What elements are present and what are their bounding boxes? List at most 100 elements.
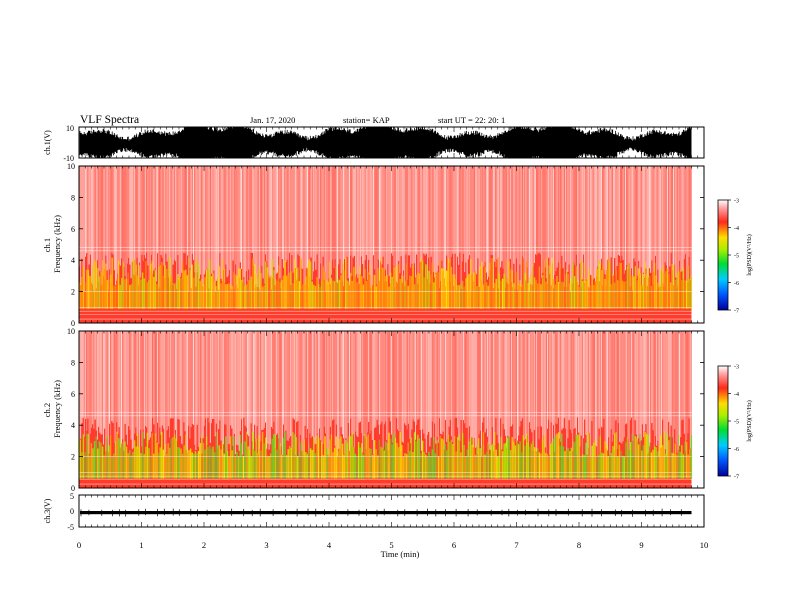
spectrogram-band-cell bbox=[322, 266, 325, 309]
spectrogram-band-cell bbox=[132, 452, 134, 479]
spectrogram-band-cell bbox=[650, 286, 653, 309]
spectrogram-band-cell bbox=[345, 439, 347, 479]
spectrogram-band-cell bbox=[209, 259, 211, 309]
spectrogram-band-cell bbox=[289, 446, 291, 479]
spectrogram-band-cell bbox=[572, 262, 574, 309]
spectrogram-band-cell bbox=[127, 453, 129, 479]
spectrogram-band-cell bbox=[412, 452, 414, 479]
spectrogram-band-cell bbox=[426, 456, 429, 479]
spectrogram-band-cell bbox=[381, 267, 384, 309]
spectrogram-band-cell bbox=[231, 286, 233, 309]
spectrogram-band-cell bbox=[607, 456, 609, 479]
spectrogram-band-cell bbox=[108, 445, 110, 479]
spectrogram-band-cell bbox=[605, 443, 608, 479]
spectrogram-band-cell bbox=[220, 283, 222, 309]
spectrogram-band-cell bbox=[479, 448, 481, 479]
spectrogram-band-cell bbox=[385, 275, 387, 309]
spectrogram-band-cell bbox=[589, 285, 592, 309]
spectrogram-band-cell bbox=[581, 454, 584, 479]
spectrogram-band-cell bbox=[423, 451, 425, 479]
spectrogram-band-cell bbox=[95, 436, 97, 479]
spectrogram-band-cell bbox=[421, 260, 424, 309]
ch1-spectrogram-yticks: 0 2 4 6 8 10 bbox=[67, 162, 704, 328]
spectrogram-band-cell bbox=[428, 270, 430, 309]
spectrogram-band-cell bbox=[487, 285, 489, 309]
spectrogram-band-cell bbox=[271, 438, 273, 479]
spectrogram-band-cell bbox=[533, 277, 536, 309]
spectrogram-band-cell bbox=[554, 284, 557, 309]
spectrogram-band-cell bbox=[325, 449, 328, 479]
spectrogram-band-cell bbox=[287, 449, 289, 479]
spectrogram-band-cell bbox=[241, 279, 243, 309]
spectrogram-band-cell bbox=[681, 279, 683, 309]
spectrogram-band-cell bbox=[362, 284, 365, 309]
spectrogram-band-cell bbox=[420, 258, 422, 309]
spectrogram-band-cell bbox=[135, 264, 137, 309]
ch1-ytick-bottom: -10 bbox=[63, 154, 74, 163]
spectrogram-band-cell bbox=[353, 267, 355, 309]
spectrogram-band-cell bbox=[233, 436, 235, 479]
spectrogram-band-cell bbox=[482, 431, 485, 479]
spectrogram-band-cell bbox=[474, 270, 477, 309]
spectrogram-band-cell bbox=[533, 447, 536, 479]
spectrogram-band-cell bbox=[517, 444, 520, 479]
spectrogram-band-cell bbox=[393, 266, 395, 309]
spectrogram-band-cell bbox=[511, 270, 513, 309]
spectrogram-band-cell bbox=[266, 267, 269, 309]
spectrogram-band-cell bbox=[204, 277, 206, 309]
spectrogram-band-cell bbox=[481, 261, 483, 309]
spectrogram-band-cell bbox=[481, 446, 483, 479]
spectrogram-band-cell bbox=[602, 264, 605, 309]
spectrogram-band-cell bbox=[260, 273, 262, 309]
spectrogram-band-cell bbox=[322, 455, 325, 479]
spectrogram-band-cell bbox=[410, 437, 413, 479]
spectrogram-band-cell bbox=[594, 440, 597, 479]
spectrogram-band-cell bbox=[573, 276, 576, 309]
spectrogram-band-cell bbox=[132, 258, 134, 309]
spectrogram-band-cell bbox=[570, 278, 573, 309]
spectrogram-band-cell bbox=[687, 265, 689, 309]
spectrogram-band-cell bbox=[189, 448, 192, 479]
time-tick-label: 3 bbox=[264, 540, 268, 550]
ch1-colorbar-ticks: -3 -4 -5 -6 -7 bbox=[728, 199, 739, 315]
spectrogram-band-cell bbox=[497, 456, 499, 479]
spectrogram-band-cell bbox=[215, 432, 217, 479]
spectrogram-band-cell bbox=[218, 266, 221, 309]
spectrogram-band-cell bbox=[133, 440, 136, 479]
spectrogram-band-cell bbox=[263, 285, 265, 309]
spectrogram-band-cell bbox=[167, 270, 169, 309]
spectrogram-band-cell bbox=[89, 455, 91, 479]
spectrogram-band-cell bbox=[412, 265, 414, 309]
spectrogram-band-cell bbox=[402, 275, 405, 309]
spectrogram-band-cell bbox=[245, 431, 248, 479]
spectrogram-band-cell bbox=[317, 437, 320, 479]
spectrogram-band-cell bbox=[546, 454, 549, 479]
spectrogram-band-cell bbox=[250, 456, 253, 479]
spectrogram-band-cell bbox=[301, 284, 304, 309]
spectrogram-band-cell bbox=[442, 268, 445, 309]
spectrogram-band-cell bbox=[687, 454, 689, 479]
spectrogram-band-cell bbox=[298, 452, 301, 479]
spectrogram-band-cell bbox=[196, 258, 198, 309]
spectrogram-band-cell bbox=[628, 449, 630, 479]
spectrogram-band-cell bbox=[92, 265, 94, 309]
spectrogram-band-cell bbox=[388, 432, 390, 479]
spectrogram-band-cell bbox=[231, 450, 233, 479]
spectrogram-band-cell bbox=[471, 444, 473, 479]
spectrogram-band-cell bbox=[580, 456, 582, 479]
spectrogram-band-cell bbox=[153, 276, 155, 309]
spectrogram-band-cell bbox=[260, 450, 262, 479]
spectrogram-band-cell bbox=[575, 266, 577, 309]
spectrogram-band-cell bbox=[661, 265, 664, 309]
spectrogram-band-cell bbox=[548, 456, 550, 479]
spectrogram-band-cell bbox=[151, 433, 153, 479]
spectrogram-band-cell bbox=[377, 455, 379, 479]
spectrogram-band-cell bbox=[597, 454, 600, 479]
spectrogram-band-cell bbox=[572, 441, 574, 479]
spectrogram-band-cell bbox=[569, 283, 571, 309]
spectrogram-band-cell bbox=[625, 281, 627, 309]
spectrogram-band-cell bbox=[639, 433, 641, 479]
spectrogram-band-cell bbox=[620, 450, 622, 479]
spectrogram-band-cell bbox=[505, 442, 507, 479]
spectrogram-band-cell bbox=[612, 446, 614, 479]
